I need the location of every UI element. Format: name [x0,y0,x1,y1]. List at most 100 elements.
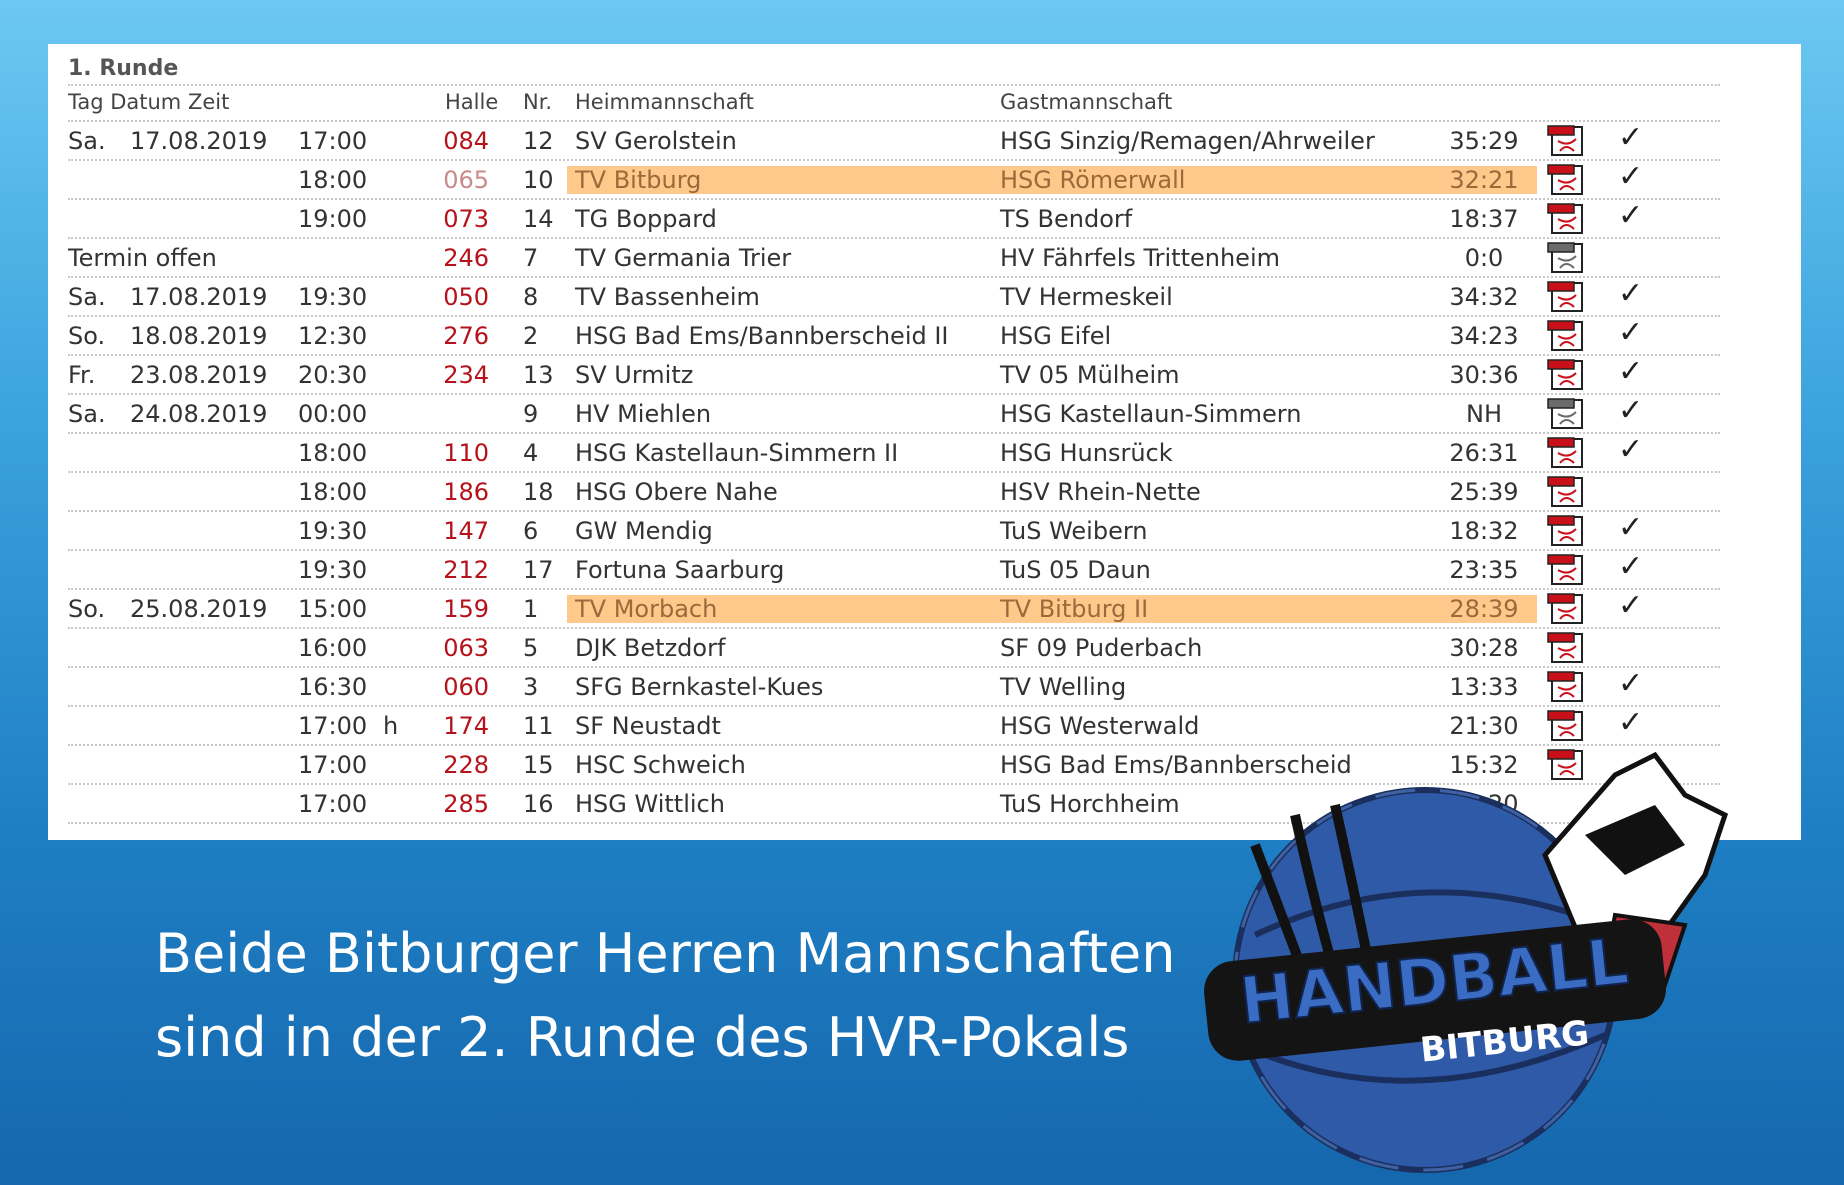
match-score: 30:28 [1449,634,1519,662]
guest-team: HSG Römerwall [1000,166,1186,194]
divider [68,315,1720,317]
divider [68,237,1720,239]
match-hall[interactable]: 065 [443,166,489,194]
guest-team: HSG Westerwald [1000,712,1200,740]
match-hall[interactable]: 050 [443,283,489,311]
match-hall[interactable]: 060 [443,673,489,701]
match-score: 0:0 [1464,244,1504,272]
results-panel: 1. Runde Tag Datum Zeit Halle Nr. Heimma… [48,44,1801,840]
header-tag-datum-zeit: Tag Datum Zeit [68,90,230,114]
match-number: 7 [523,244,539,272]
divider [68,120,1720,122]
guest-team: TuS 05 Daun [1000,556,1151,584]
match-row: So. 18.08.2019 12:30 276 2 HSG Bad Ems/Bannbe… [48,315,1801,356]
divider [68,471,1720,473]
match-row: Sa. 24.08.2019 00:00 9 HV Miehlen HSG Kastell… [48,393,1801,434]
home-team: TG Boppard [575,205,717,233]
divider [68,432,1720,434]
caption: Beide Bitburger Herren Mannschaften sind… [155,912,1235,1080]
home-team: HSG Kastellaun-Simmern II [575,439,899,467]
match-hall[interactable]: 110 [443,439,489,467]
match-score: 13:33 [1449,673,1519,701]
match-date: 23.08.2019 [130,361,268,389]
match-hall[interactable]: 147 [443,517,489,545]
match-time: 18:00 [298,439,368,467]
checkmark-icon: ✓ [1618,393,1644,428]
match-hall[interactable]: 246 [443,244,489,272]
guest-team: HSV Rhein-Nette [1000,478,1201,506]
divider [68,783,1720,785]
match-number: 9 [523,400,539,428]
match-row: 18:00 110 4 HSG Kastellaun-Simmern II HSG Hu… [48,432,1801,473]
match-number: 4 [523,439,539,467]
match-score: 21:30 [1449,712,1519,740]
checkmark-icon: ✓ [1618,198,1644,233]
match-hall[interactable]: 276 [443,322,489,350]
divider [68,159,1720,161]
match-number: 15 [523,751,554,779]
match-row: 19:30 147 6 GW Mendig TuS Weibern 18:32 ✓ [48,510,1801,551]
match-score: 35:29 [1449,127,1519,155]
divider [68,666,1720,668]
guest-team: HSG Eifel [1000,322,1112,350]
home-team: HV Miehlen [575,400,712,428]
match-date: 17.08.2019 [130,283,268,311]
match-number: 8 [523,283,539,311]
match-hall[interactable]: 084 [443,127,489,155]
match-hall[interactable]: 212 [443,556,489,584]
match-row: 16:30 060 3 SFG Bernkastel-Kues TV Welling 13… [48,666,1801,707]
match-score: 34:32 [1449,283,1519,311]
match-score: 25:39 [1449,478,1519,506]
match-row: So. 25.08.2019 15:00 159 1 TV Morbach TV Bitbu… [48,588,1801,629]
match-hall[interactable]: 234 [443,361,489,389]
home-team: TV Morbach [575,595,718,623]
divider [68,84,1720,86]
match-number: 2 [523,322,539,350]
guest-team: HSG Kastellaun-Simmern [1000,400,1302,428]
match-day: So. [68,322,106,350]
match-time: 18:00 [298,166,368,194]
home-team: HSC Schweich [575,751,746,779]
match-day: Sa. [68,127,106,155]
divider [68,198,1720,200]
divider [68,744,1720,746]
checkmark-icon: ✓ [1618,276,1644,311]
match-time: 17:00 [298,790,368,818]
match-row: Sa. 17.08.2019 17:00 084 12 SV Gerolstein HSG … [48,120,1801,161]
checkmark-icon: ✓ [1618,159,1644,194]
match-hall[interactable]: 063 [443,634,489,662]
guest-team: TS Bendorf [1000,205,1133,233]
divider [68,510,1720,512]
match-number: 6 [523,517,539,545]
guest-team: SF 09 Puderbach [1000,634,1203,662]
match-flag: h [383,712,399,740]
match-score: 18:37 [1449,205,1519,233]
match-time: 17:00 [298,751,368,779]
divider [68,393,1720,395]
match-date: 17.08.2019 [130,127,268,155]
home-team: SV Gerolstein [575,127,737,155]
home-team: DJK Betzdorf [575,634,726,662]
match-hall[interactable]: 228 [443,751,489,779]
home-team: HSG Obere Nahe [575,478,778,506]
guest-team: HSG Hunsrück [1000,439,1173,467]
match-time: 20:30 [298,361,368,389]
divider [68,822,1720,824]
match-row: 17:00 h 174 11 SF Neustadt HSG Westerwald 21:3… [48,705,1801,746]
match-score: 26:31 [1449,439,1519,467]
match-number: 14 [523,205,554,233]
home-team: TV Germania Trier [575,244,792,272]
match-hall[interactable]: 159 [443,595,489,623]
match-hall[interactable]: 073 [443,205,489,233]
match-hall[interactable]: 174 [443,712,489,740]
match-hall[interactable]: 186 [443,478,489,506]
guest-team: TV Welling [1000,673,1127,701]
guest-team: TV Hermeskeil [1000,283,1173,311]
header-halle: Halle [445,90,499,114]
match-number: 13 [523,361,554,389]
match-number: 10 [523,166,554,194]
match-time: 19:30 [298,556,368,584]
match-hall[interactable]: 285 [443,790,489,818]
match-number: 11 [523,712,554,740]
match-number: 17 [523,556,554,584]
